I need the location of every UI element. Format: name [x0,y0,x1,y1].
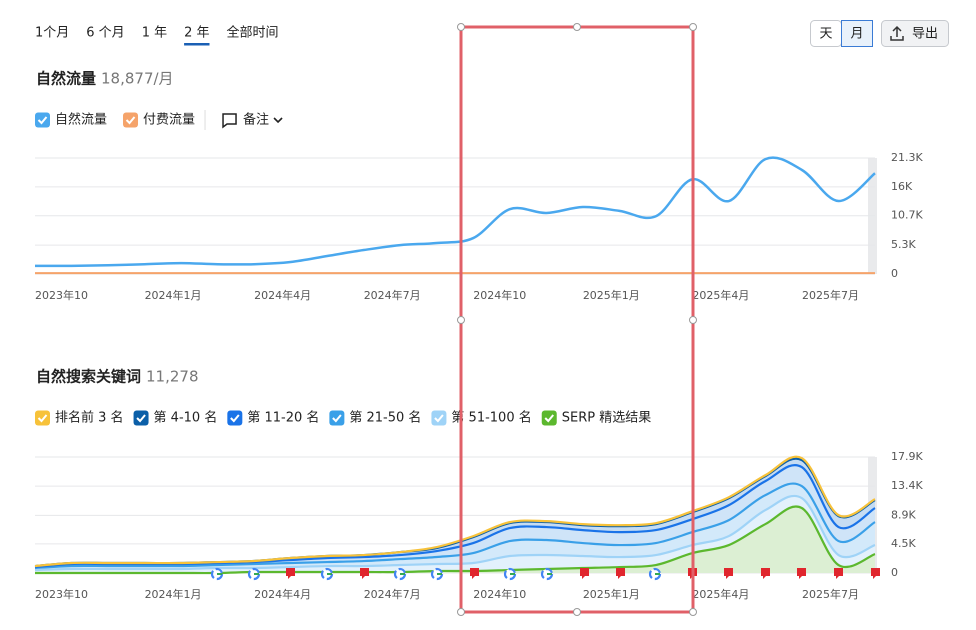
granularity-label: 月 [850,27,863,42]
checkbox[interactable] [431,410,447,426]
range-tab[interactable]: 6 个月 [86,26,124,41]
x-tick-label: 2025年1月 [583,288,640,302]
y-tick-label: 0 [891,267,898,280]
series-line [34,455,876,568]
legend-label: 付费流量 [143,113,195,128]
series-area [35,458,875,568]
y-tick-label: 21.3K [891,151,923,164]
chevron [273,117,283,124]
selection-handles [457,23,697,616]
x-tick-label: 2025年4月 [692,288,749,302]
x-tick-label: 2024年10 [473,288,526,302]
chart-summary: 11,278 [146,368,199,386]
selection-box [457,23,697,616]
range-tab[interactable]: 全部时间 [227,25,279,41]
legend-label[interactable]: 备注 [243,112,269,128]
checkbox[interactable] [541,410,557,426]
controls: 1个月 6 个月 1 年 2 年 全部时间 天 月 导出 [35,20,949,47]
y-tick-label: 13.4K [891,479,923,492]
chart-summary: 18,877/月 [101,70,174,88]
y-tick-label: 8.9K [891,508,916,521]
series-line [34,494,876,572]
series-area [35,483,875,571]
flag-icon[interactable] [761,568,770,579]
y-tick-label: 17.9K [891,450,923,463]
y-tick-label: 4.5K [891,537,916,550]
y-tick-label: 0 [891,566,898,579]
checkmark [230,414,240,423]
checkbox[interactable] [227,410,243,426]
checkmark [332,414,342,423]
checkmark [434,414,444,423]
flag-icon[interactable] [724,568,733,579]
checkbox[interactable] [133,410,149,426]
export-icon [890,25,904,41]
checkmark [37,116,48,125]
range-tab[interactable]: 2 年 [184,26,209,41]
series-area [35,465,875,569]
x-tick-label: 2024年4月 [254,288,311,302]
series-line [34,482,876,570]
range-tab[interactable]: 1个月 [35,26,69,41]
flag-icon[interactable] [616,568,625,579]
legend-label: 第 21-50 名 [349,410,421,426]
range-tab[interactable]: 1 年 [142,26,167,41]
y-tick-label: 16K [891,180,913,193]
x-tick-label: 2025年1月 [583,587,640,601]
checkbox[interactable] [35,112,50,128]
chart-title: 自然流量 [36,70,96,88]
checkmark [37,414,48,423]
x-tick-label: 2024年10 [473,587,526,601]
checkbox[interactable] [123,112,139,128]
legend-label: 第 51-100 名 [451,410,531,426]
x-tick-label: 2024年4月 [254,587,311,601]
checkmark [544,414,555,423]
x-tick-label: 2025年7月 [802,587,859,601]
checkbox[interactable] [35,410,50,426]
series-line [34,505,876,575]
legend-label: SERP 精选结果 [562,411,651,426]
note-icon [222,113,237,129]
x-tick-label: 2024年1月 [145,288,202,302]
flag-icon[interactable] [871,568,880,579]
flag-icon[interactable] [834,568,843,579]
series-area [35,506,875,574]
checkmark [125,116,136,125]
series-line [34,156,876,268]
checkbox[interactable] [329,410,345,426]
x-tick-label: 2024年7月 [364,288,421,302]
flag-icon[interactable] [286,568,295,579]
checkmark [136,414,146,423]
x-tick-label: 2024年7月 [364,587,421,601]
legend-label: 排名前 3 名 [55,410,124,426]
x-tick-label: 2025年4月 [692,587,749,601]
chart-title: 自然搜索关键词 [36,368,141,386]
flag-icon[interactable] [360,568,369,579]
legend-label: 第 11-20 名 [247,410,319,426]
event-icons [210,567,880,581]
chart: 自然搜索关键词 11,278 排名前 3 名 第 4-10 名 第 11-20 名 第 2… [34,368,923,601]
x-tick-label: 2024年1月 [145,587,202,601]
legend-label: 自然流量 [55,112,107,128]
flag-icon[interactable] [470,568,479,579]
flag-icon[interactable] [580,568,589,579]
y-tick-label: 5.3K [891,238,916,251]
granularity-label: 天 [819,27,832,42]
y-tick-label: 10.7K [891,209,923,222]
granularity-button[interactable] [841,20,873,47]
x-tick-label: 2023年10 [35,288,88,302]
export-label: 导出 [912,27,938,42]
tab-underline [184,43,210,46]
x-tick-label: 2025年7月 [802,288,859,302]
x-tick-label: 2023年10 [35,587,88,601]
legend-label: 第 4-10 名 [154,410,218,426]
flag-icon[interactable] [797,568,806,579]
